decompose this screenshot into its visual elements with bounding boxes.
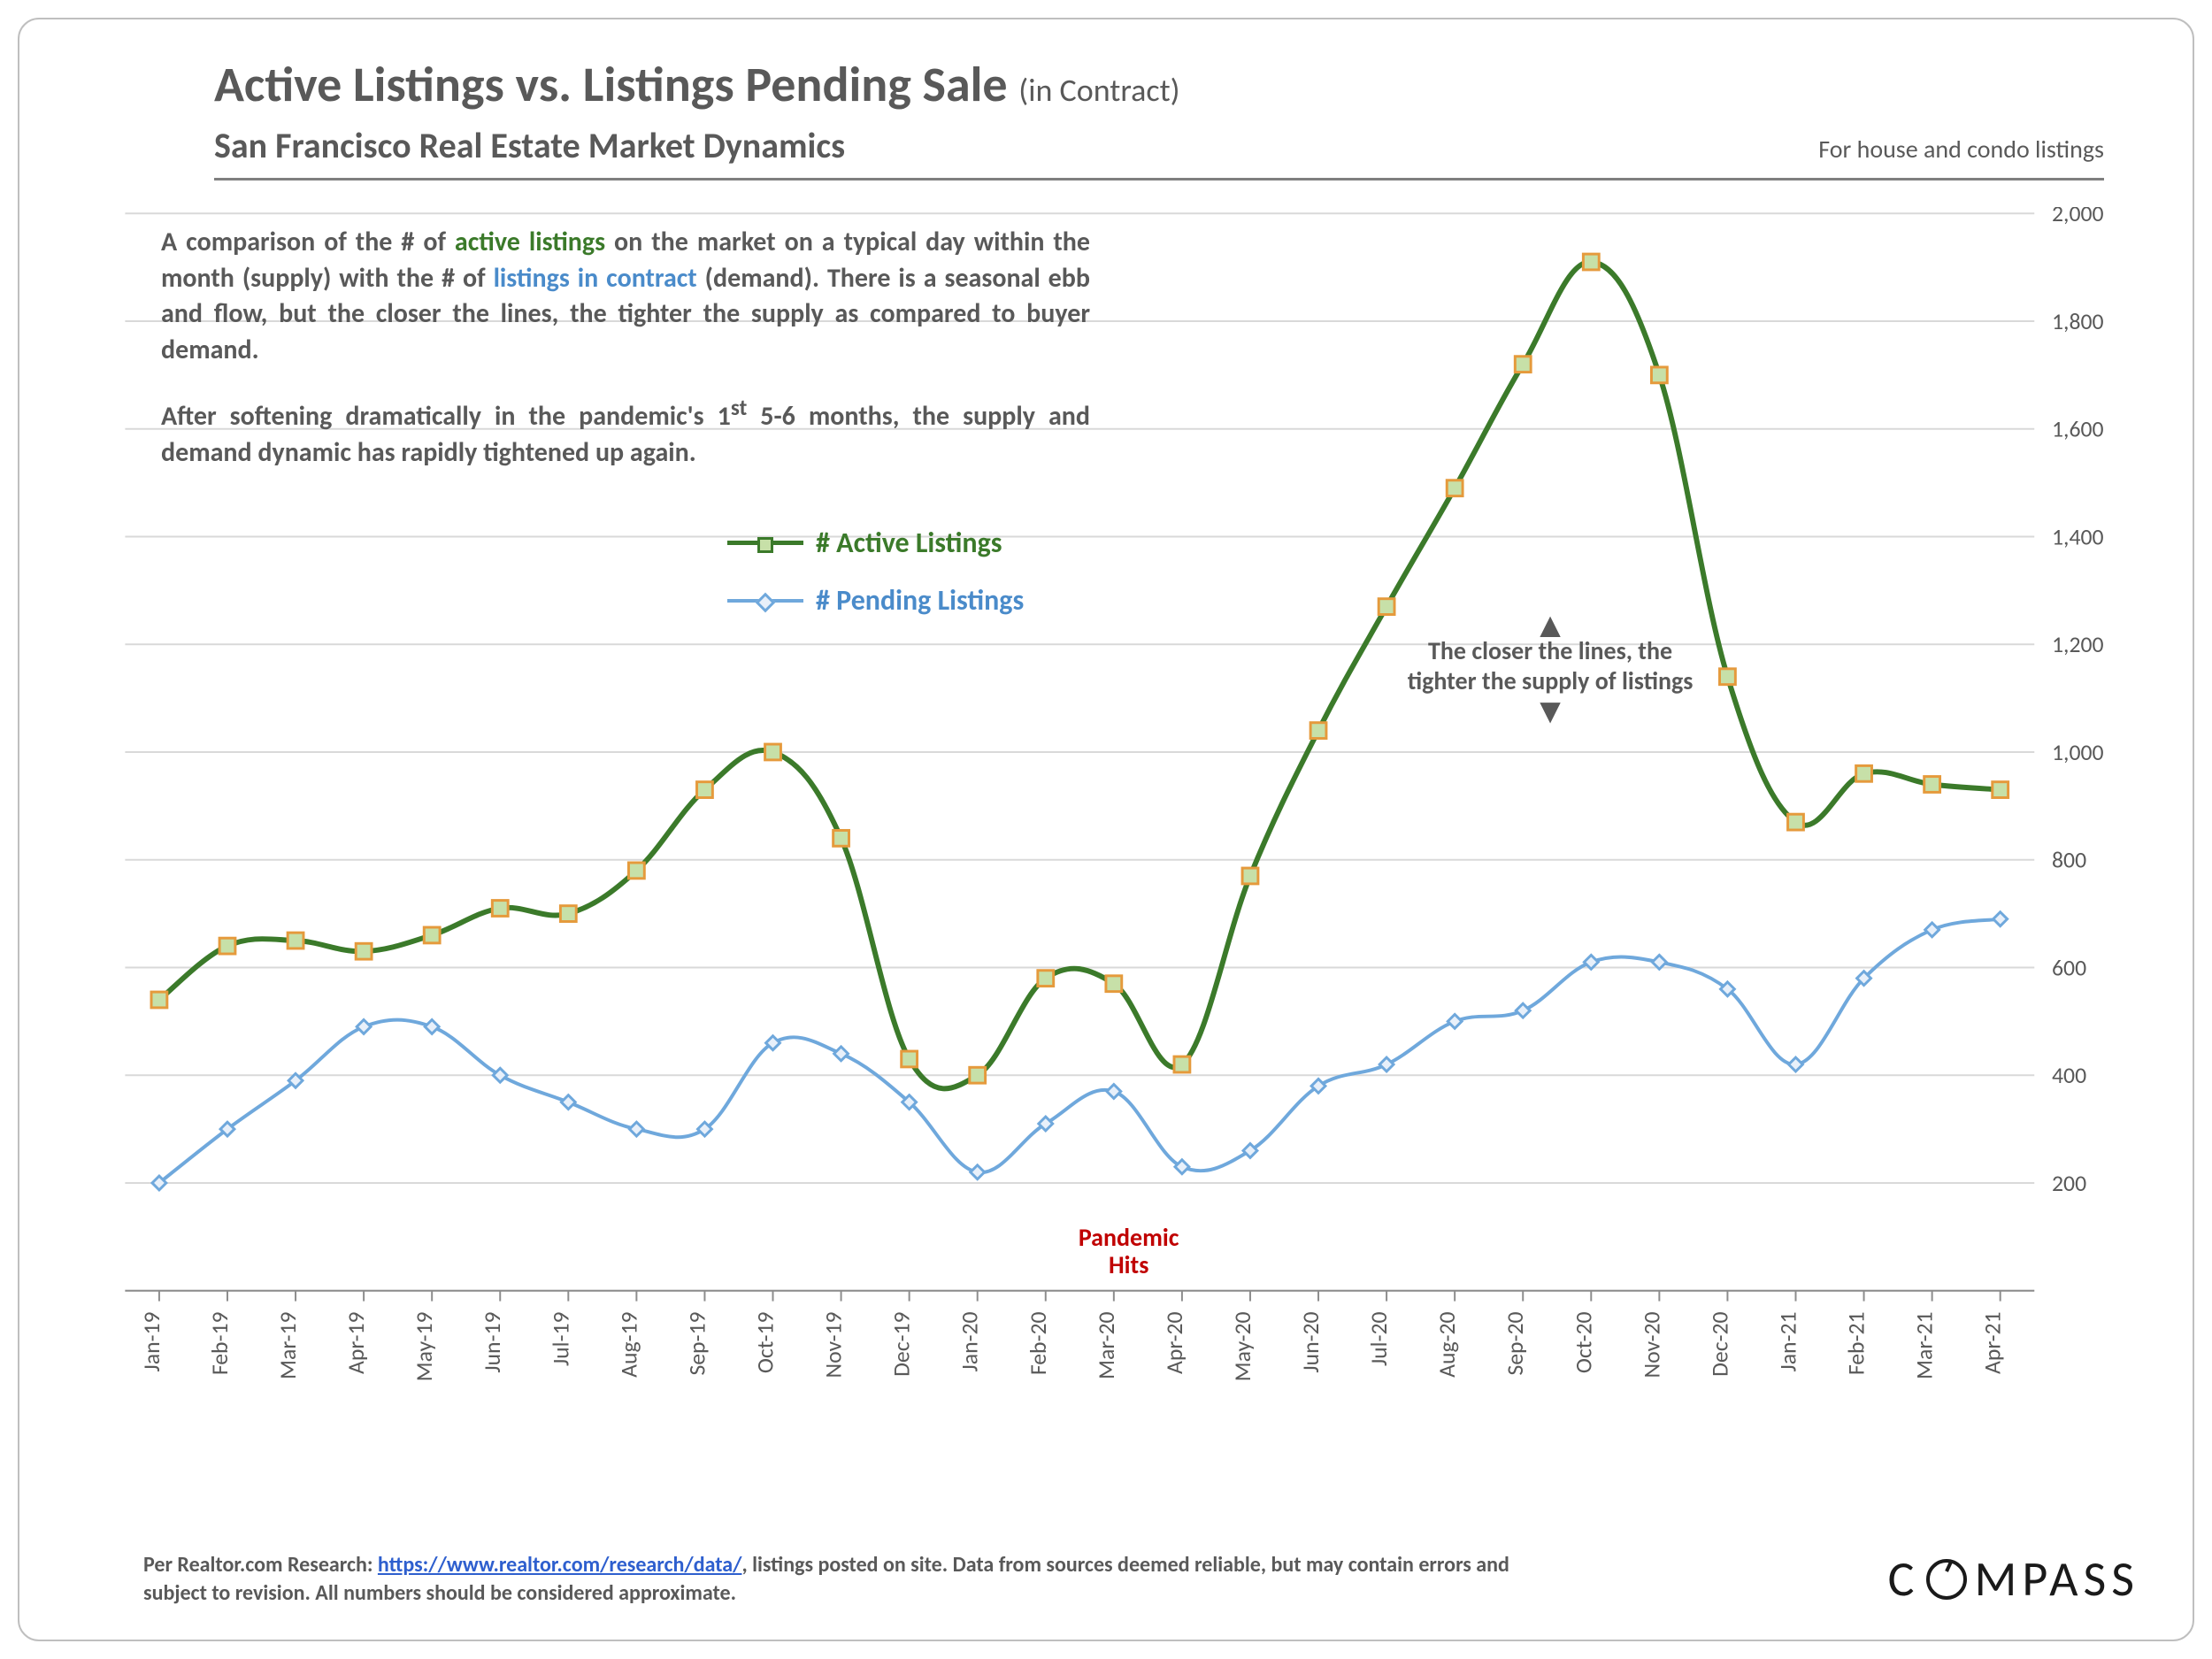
legend-swatch-active [727, 541, 803, 545]
legend-swatch-pending [727, 599, 803, 603]
annotation-tight-supply: ▲ The closer the lines, the tighter the … [1360, 615, 1740, 722]
legend-row-pending: # Pending Listings [727, 583, 1024, 618]
page-title: Active Listings vs. Listings Pending Sal… [214, 55, 2139, 115]
svg-text:Apr-21: Apr-21 [1979, 1311, 2007, 1374]
svg-text:1,800: 1,800 [2052, 308, 2104, 335]
annotation-pandemic: Pandemic Hits [1079, 1225, 1179, 1279]
arrow-down-icon: ▼ [1360, 701, 1740, 722]
svg-text:May-19: May-19 [411, 1311, 438, 1381]
svg-text:200: 200 [2052, 1170, 2086, 1197]
desc-text: After softening dramatically in the pand… [161, 400, 731, 433]
desc-paragraph-1: A comparison of the # of active listings… [161, 225, 1090, 368]
brand-letter: C [1888, 1549, 1920, 1609]
svg-text:Apr-19: Apr-19 [342, 1311, 370, 1374]
title-divider [214, 178, 2104, 180]
svg-text:2,000: 2,000 [2052, 207, 2104, 227]
footer: Per Realtor.com Research: https://www.re… [143, 1549, 2139, 1609]
svg-text:Aug-19: Aug-19 [615, 1311, 642, 1377]
compass-o-icon [1926, 1559, 1967, 1600]
legend: # Active Listings # Pending Listings [727, 526, 1024, 641]
svg-text:Mar-21: Mar-21 [1911, 1311, 1939, 1379]
chart-area: 200 400 600 800 1,000 1,200 1,400 1,600 1,800 2,0… [73, 207, 2139, 1463]
svg-text:Sep-20: Sep-20 [1502, 1311, 1529, 1375]
svg-text:1,400: 1,400 [2052, 523, 2104, 550]
svg-text:Dec-19: Dec-19 [888, 1311, 916, 1376]
desc-paragraph-2: After softening dramatically in the pand… [161, 393, 1090, 471]
annot-text: Hits [1079, 1252, 1179, 1279]
svg-text:Feb-20: Feb-20 [1025, 1311, 1052, 1375]
legend-label-pending: # Pending Listings [816, 583, 1024, 618]
footer-pre: Per Realtor.com Research: [143, 1552, 378, 1578]
subtitle-right-note: For house and condo listings [1818, 134, 2104, 165]
desc-highlight-pending: listings in contract [494, 262, 697, 295]
svg-text:Dec-20: Dec-20 [1706, 1311, 1733, 1376]
diamond-marker-icon [756, 592, 776, 612]
svg-text:Nov-19: Nov-19 [820, 1311, 848, 1378]
svg-text:Oct-19: Oct-19 [752, 1311, 780, 1373]
legend-row-active: # Active Listings [727, 526, 1024, 560]
svg-text:Feb-19: Feb-19 [206, 1311, 234, 1375]
square-marker-icon [757, 537, 773, 553]
svg-text:May-20: May-20 [1229, 1311, 1256, 1381]
chart-frame: Active Listings vs. Listings Pending Sal… [18, 18, 2194, 1641]
svg-text:Feb-21: Feb-21 [1843, 1311, 1870, 1375]
svg-text:Jul-20: Jul-20 [1365, 1311, 1393, 1366]
svg-text:Jan-21: Jan-21 [1774, 1311, 1801, 1371]
desc-highlight-active: active listings [455, 226, 605, 258]
footer-source: Per Realtor.com Research: https://www.re… [143, 1551, 1559, 1609]
svg-text:1,000: 1,000 [2052, 739, 2104, 766]
svg-text:Oct-20: Oct-20 [1570, 1311, 1597, 1373]
desc-sup: st [731, 394, 747, 421]
svg-text:Jun-20: Jun-20 [1297, 1311, 1325, 1372]
footer-source-link[interactable]: https://www.realtor.com/research/data/ [378, 1552, 742, 1578]
svg-text:1,600: 1,600 [2052, 416, 2104, 443]
svg-text:800: 800 [2052, 847, 2086, 874]
svg-text:Mar-20: Mar-20 [1093, 1311, 1120, 1379]
svg-text:Aug-20: Aug-20 [1433, 1311, 1461, 1377]
svg-text:1,200: 1,200 [2052, 631, 2104, 658]
svg-text:Jan-19: Jan-19 [138, 1311, 165, 1371]
title-suffix: (in Contract) [1018, 71, 1179, 110]
svg-text:400: 400 [2052, 1062, 2086, 1089]
subtitle: San Francisco Real Estate Market Dynamic… [214, 124, 845, 167]
svg-text:Apr-20: Apr-20 [1161, 1311, 1188, 1374]
arrow-up-icon: ▲ [1360, 615, 1740, 636]
svg-text:Jan-20: Jan-20 [956, 1311, 984, 1371]
description-box: A comparison of the # of active listings… [161, 225, 1090, 471]
annot-text: The closer the lines, the [1360, 636, 1740, 666]
annot-text: Pandemic [1079, 1225, 1179, 1252]
svg-text:Jun-19: Jun-19 [479, 1311, 506, 1372]
svg-text:600: 600 [2052, 954, 2086, 981]
svg-text:Nov-20: Nov-20 [1638, 1311, 1665, 1378]
svg-text:Jul-19: Jul-19 [547, 1311, 574, 1366]
title-main-text: Active Listings vs. Listings Pending Sal… [214, 55, 1008, 115]
subtitle-row: San Francisco Real Estate Market Dynamic… [214, 124, 2104, 167]
brand-rest: MPASS [1974, 1549, 2139, 1609]
compass-logo: C MPASS [1888, 1549, 2139, 1609]
svg-text:Sep-19: Sep-19 [683, 1311, 710, 1375]
svg-text:Mar-19: Mar-19 [274, 1311, 302, 1379]
legend-label-active: # Active Listings [816, 526, 1002, 560]
desc-text: A comparison of the # of [161, 226, 455, 258]
